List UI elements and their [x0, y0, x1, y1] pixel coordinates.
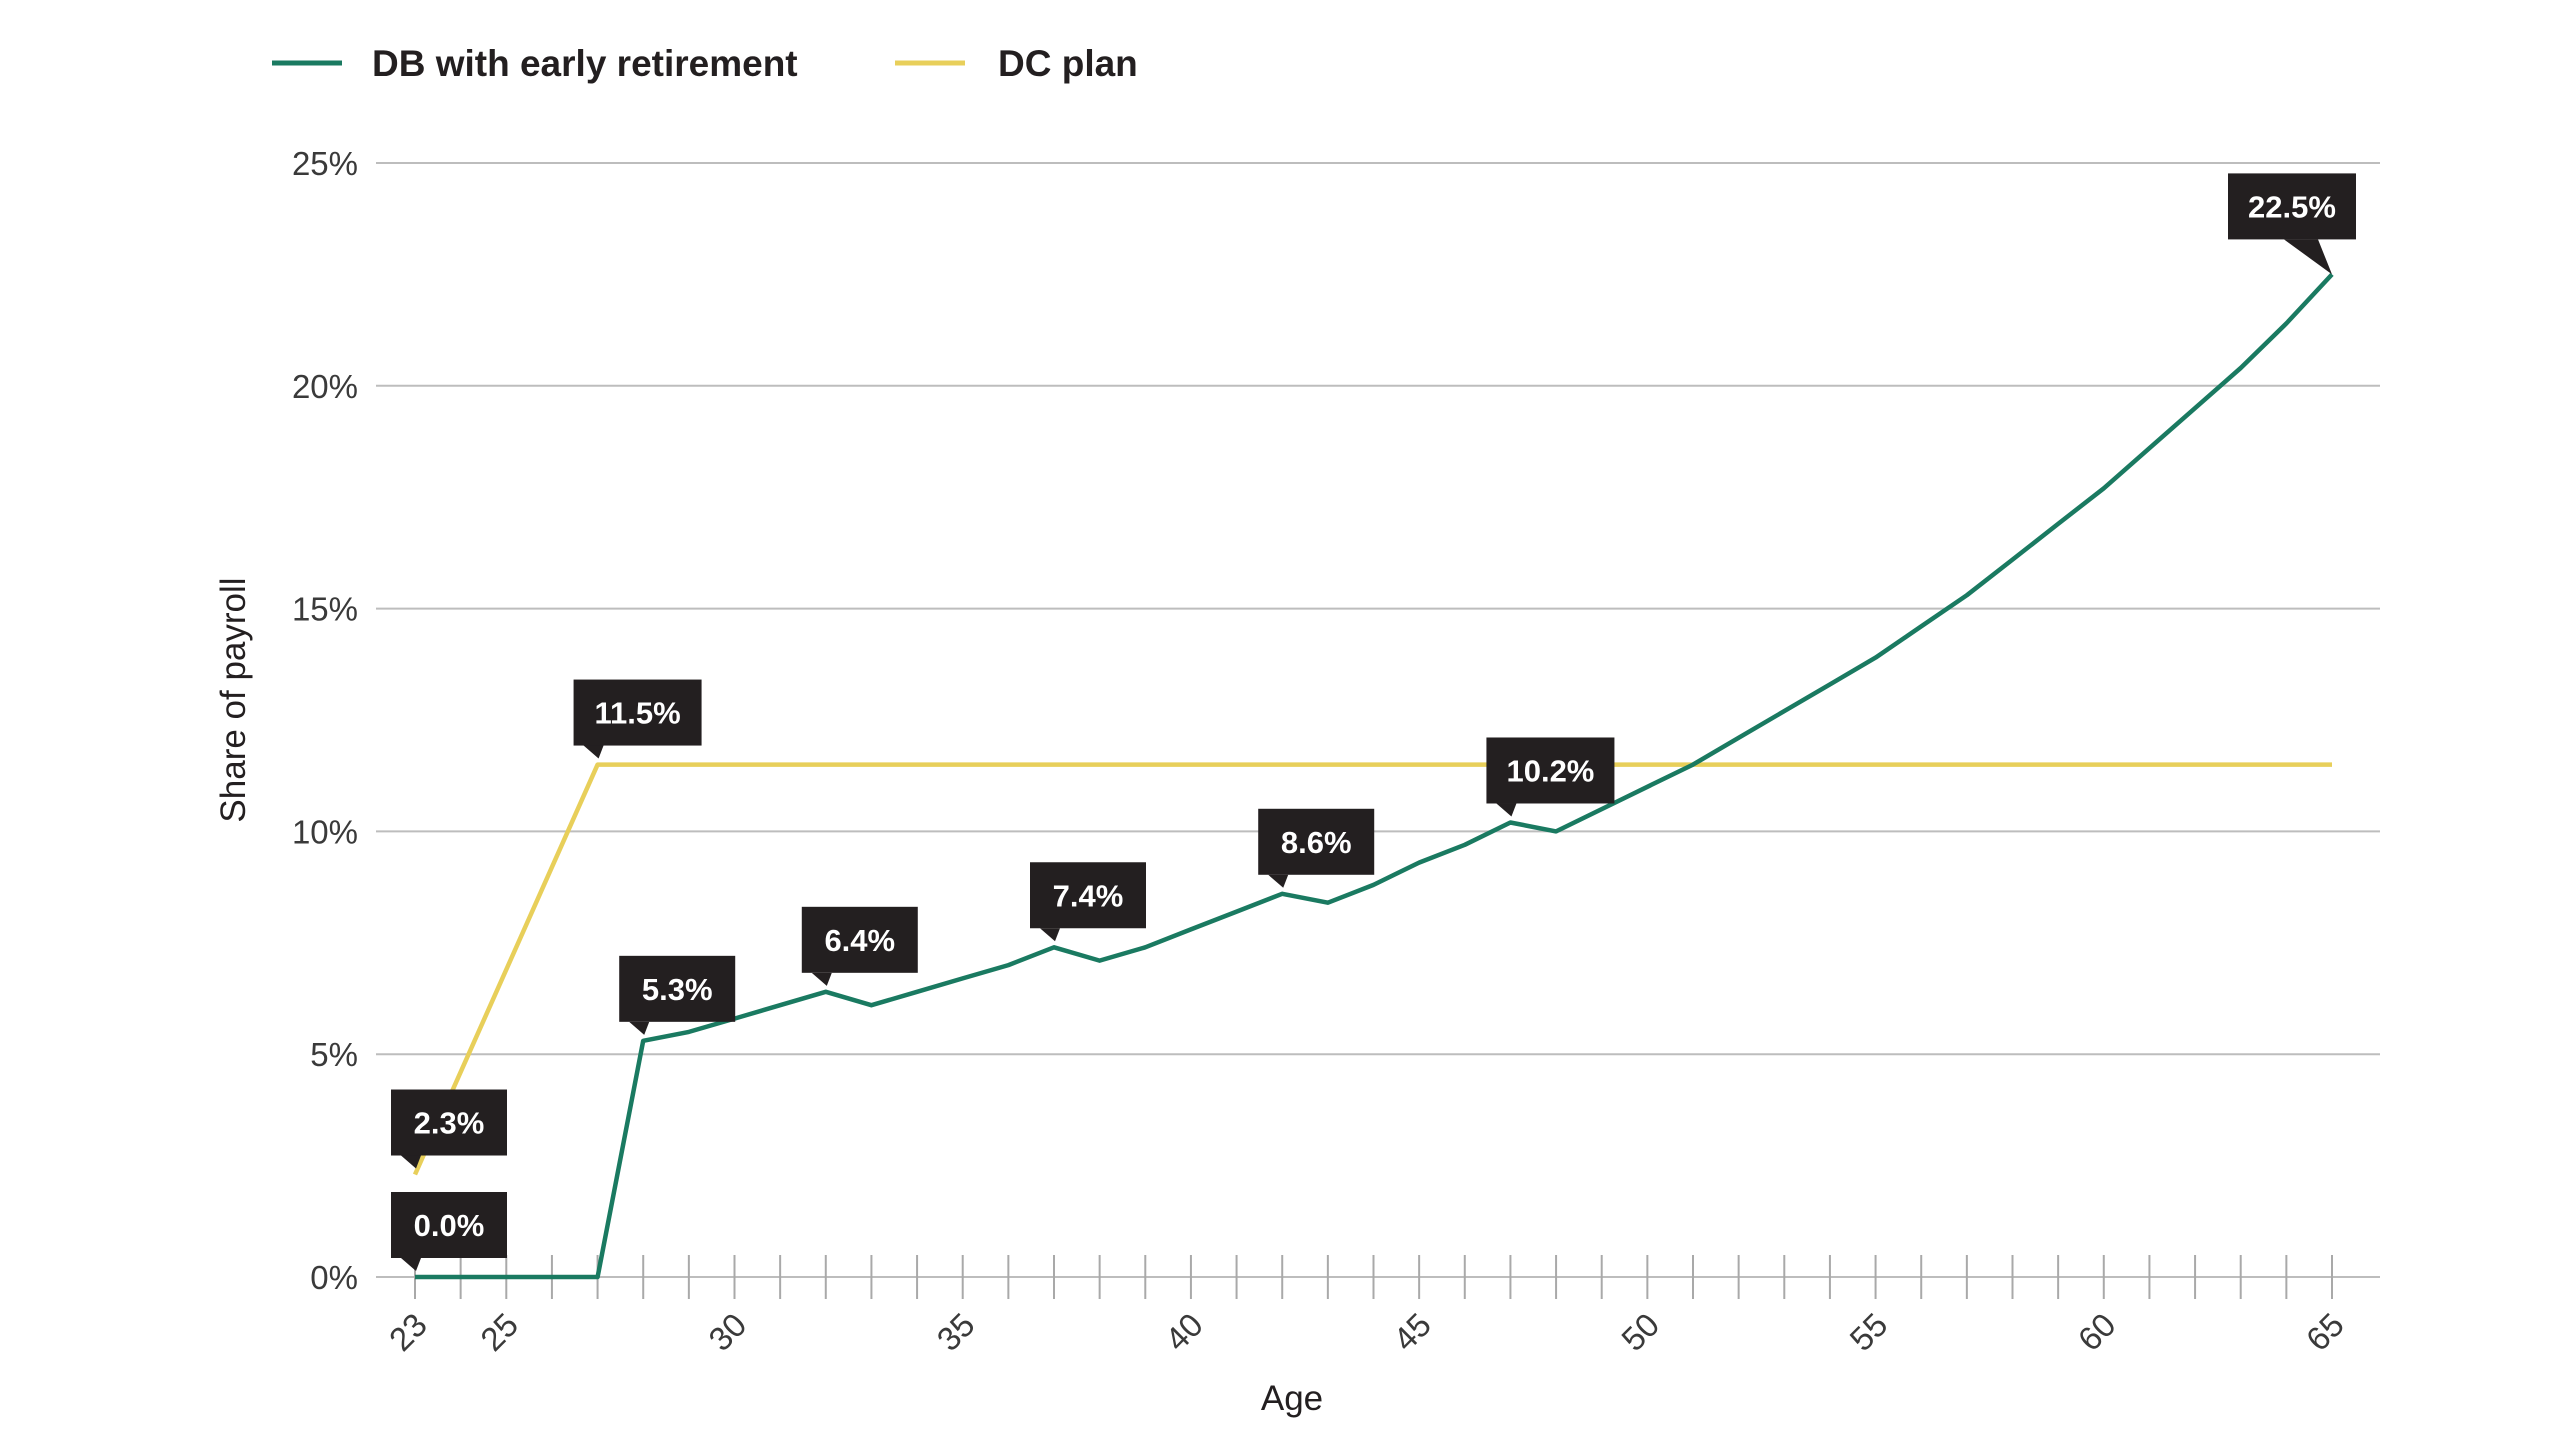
legend-label-dc: DC plan [998, 43, 1138, 84]
x-tick-label: 30 [701, 1306, 753, 1358]
data-label: 7.4% [1030, 862, 1146, 942]
x-tick-label: 35 [930, 1306, 982, 1358]
data-label-pointer [401, 1155, 421, 1169]
data-label-text: 10.2% [1506, 753, 1594, 788]
data-label-pointer [811, 972, 832, 986]
x-tick-label: 25 [473, 1306, 525, 1358]
data-label-text: 11.5% [594, 696, 680, 731]
data-label-box [2228, 173, 2356, 240]
data-label: 10.2% [1486, 737, 1615, 817]
data-label-box [1030, 862, 1146, 929]
gridlines [376, 162, 2380, 1278]
data-label: 5.3% [619, 955, 736, 1035]
data-label-callouts: 0.0% 2.3% 11.5% 5.3% 6.4% 7.4% 8.6% 10.2% 22.5% [391, 173, 2356, 1271]
data-label-box [801, 906, 918, 973]
y-tick-label: 10% [292, 813, 358, 850]
data-label: 11.5% [573, 679, 702, 759]
data-label-pointer [583, 745, 604, 759]
x-tick-label: 45 [1386, 1306, 1438, 1358]
data-label: 0.0% [391, 1192, 507, 1271]
x-tick-label: 40 [1158, 1306, 1210, 1358]
legend-label-db: DB with early retirement [372, 43, 798, 84]
y-tick-label: 15% [292, 591, 358, 628]
y-axis-tick-labels: 0% 5% 10% 15% 20% 25% [292, 145, 358, 1296]
x-tick-label: 55 [1842, 1306, 1894, 1358]
y-tick-label: 20% [292, 368, 358, 405]
y-tick-label: 5% [310, 1036, 358, 1073]
data-label-pointer [401, 1258, 421, 1271]
legend: DB with early retirement DC plan [272, 43, 1138, 84]
x-axis: 23 25 30 35 40 45 50 55 60 65 [382, 1255, 2351, 1358]
data-label-pointer [1268, 874, 1289, 888]
data-label-box [1486, 737, 1615, 804]
data-label-text: 0.0% [414, 1208, 485, 1243]
x-axis-title: Age [1261, 1379, 1323, 1418]
series-lines [412, 272, 2334, 1280]
x-tick-label: 60 [2071, 1306, 2123, 1358]
data-label-text: 7.4% [1053, 878, 1124, 913]
data-label-text: 5.3% [642, 972, 713, 1007]
x-tick-label: 23 [382, 1306, 434, 1358]
x-tick-label: 65 [2299, 1306, 2351, 1358]
data-label-text: 2.3% [414, 1106, 485, 1141]
data-label: 2.3% [391, 1089, 507, 1169]
data-label-text: 6.4% [824, 923, 895, 958]
data-label-pointer [1496, 803, 1517, 817]
y-axis-title: Share of payroll [214, 577, 253, 822]
data-label-box [391, 1089, 507, 1156]
data-label: 6.4% [801, 906, 918, 986]
y-tick-label: 25% [292, 145, 358, 182]
data-label-text: 8.6% [1281, 825, 1352, 860]
x-tick-label: 50 [1614, 1306, 1666, 1358]
y-tick-label: 0% [310, 1259, 358, 1296]
data-label-pointer [2284, 239, 2332, 275]
data-label-box [619, 955, 736, 1022]
series-line-dc [412, 762, 2332, 1176]
data-label: 8.6% [1258, 808, 1375, 888]
data-label-box [573, 679, 702, 746]
data-label-text: 22.5% [2248, 189, 2336, 224]
series-line-db [415, 272, 2334, 1280]
data-label-pointer [1040, 928, 1060, 942]
data-label-box [391, 1192, 507, 1258]
data-label-pointer [629, 1021, 650, 1035]
data-label-box [1258, 808, 1375, 875]
data-label: 22.5% [2228, 173, 2356, 275]
